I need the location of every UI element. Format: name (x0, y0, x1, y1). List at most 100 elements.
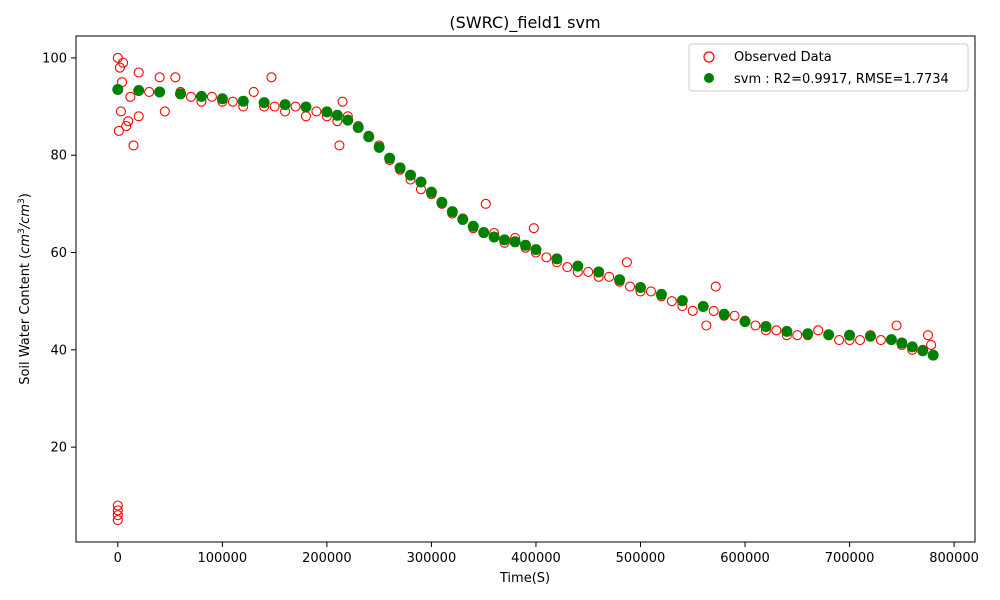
observed-data-points (112, 52, 937, 526)
svm-fit-point (697, 301, 709, 313)
observed-point (117, 57, 129, 68)
x-tick-label: 300000 (407, 551, 457, 566)
observed-point (114, 62, 125, 73)
observed-point (854, 335, 866, 346)
observed-point (891, 320, 902, 331)
x-tick-label: 400000 (511, 551, 561, 566)
svm-fit-point (864, 330, 876, 342)
x-tick-label: 200000 (302, 551, 352, 566)
observed-point (128, 140, 139, 151)
svm-fit-point (906, 341, 918, 353)
y-tick-label: 80 (50, 149, 67, 164)
legend-box (688, 43, 969, 92)
observed-point (154, 72, 165, 83)
x-tick-label: 100000 (198, 551, 248, 566)
observed-point (834, 335, 845, 346)
observed-point (112, 505, 123, 516)
svm-fit-point (655, 288, 667, 300)
svm-fit-point (781, 325, 793, 337)
observed-point (121, 120, 132, 132)
svm-fit-point (802, 328, 814, 340)
svm-fit-point (499, 234, 511, 246)
observed-point (621, 257, 632, 268)
observed-point (604, 271, 615, 282)
svm-fit-point (467, 220, 479, 232)
observed-point (290, 101, 301, 112)
observed-point (480, 198, 491, 209)
observed-point (813, 325, 824, 336)
svm-fit-point (300, 101, 312, 113)
svm-fit-point (384, 152, 396, 164)
y-axis-ticks: 20 40 60 80 100 (42, 51, 76, 456)
x-tick-label: 500000 (616, 551, 666, 566)
x-tick-label: 700000 (825, 551, 875, 566)
observed-point (269, 101, 280, 112)
observed-point (133, 67, 144, 78)
x-tick-label: 800000 (929, 551, 979, 566)
svm-fit-point (520, 239, 531, 251)
legend: Observed Data svm : R2=0.9917, RMSE=1.77… (688, 43, 969, 92)
observed-point (708, 305, 719, 316)
observed-point (185, 91, 197, 102)
svm-fit-point (363, 131, 375, 143)
observed-point (112, 515, 123, 526)
svm-fit-point (237, 95, 249, 107)
svm-fit-point (112, 84, 124, 96)
observed-point (541, 252, 552, 263)
chart-title: (SWRC)_field1 svm (449, 13, 600, 33)
x-axis-label: Time(S) (499, 571, 550, 586)
y-tick-label: 40 (50, 343, 67, 358)
observed-point (115, 106, 126, 117)
svm-fit-point (216, 93, 228, 105)
observed-point (701, 320, 712, 331)
svm-fit-point (394, 162, 406, 174)
svm-fit-point (551, 253, 563, 265)
svm-fit-point (478, 227, 490, 239)
observed-point (771, 325, 782, 336)
observed-point (875, 335, 886, 346)
svm-fit-point (195, 90, 207, 102)
svm-fit-point (352, 121, 364, 133)
svm-fit-point (258, 97, 270, 109)
observed-point (666, 296, 677, 307)
svm-fit-point (373, 141, 385, 153)
svm-fit-point (844, 329, 856, 341)
observed-point (112, 52, 123, 63)
svm-fit-point (572, 260, 584, 272)
y-tick-label: 20 (50, 441, 67, 456)
y-axis-label: Soil Water Content (cm3/cm3) (17, 193, 33, 385)
observed-point (159, 106, 170, 117)
legend-svm-label: svm : R2=0.9917, RMSE=1.7734 (734, 72, 949, 87)
svm-fit-point (342, 114, 354, 126)
svm-fit-point (896, 337, 908, 349)
y-tick-label: 100 (42, 51, 67, 66)
observed-point (926, 339, 937, 351)
observed-point (112, 500, 123, 511)
svm-fit-point (593, 266, 605, 278)
observed-point (300, 111, 312, 122)
observed-point (710, 281, 721, 292)
observed-point (227, 96, 238, 107)
svm-fit-point (446, 206, 458, 218)
svm-fit-point (457, 213, 469, 225)
observed-point (123, 116, 134, 127)
legend-observed-label: Observed Data (734, 50, 832, 65)
x-axis-ticks: 0 100000 200000 300000 400000 500000 600000 700… (114, 542, 979, 566)
svm-fit-point (760, 320, 772, 332)
svm-fit-point (133, 84, 145, 96)
svm-fit-point (509, 236, 521, 248)
svm-fit-point (676, 295, 688, 307)
svm-fit-point (927, 349, 939, 361)
observed-point (337, 96, 348, 107)
observed-point (266, 72, 277, 83)
observed-point (248, 86, 259, 97)
observed-point (170, 72, 181, 83)
legend-observed-marker (703, 51, 715, 63)
observed-point (624, 281, 636, 292)
svm-fit-point (175, 88, 187, 100)
plot-area-frame (75, 35, 976, 543)
svm-fit-point (634, 282, 646, 294)
observed-point (729, 310, 740, 321)
observed-point (528, 223, 539, 234)
